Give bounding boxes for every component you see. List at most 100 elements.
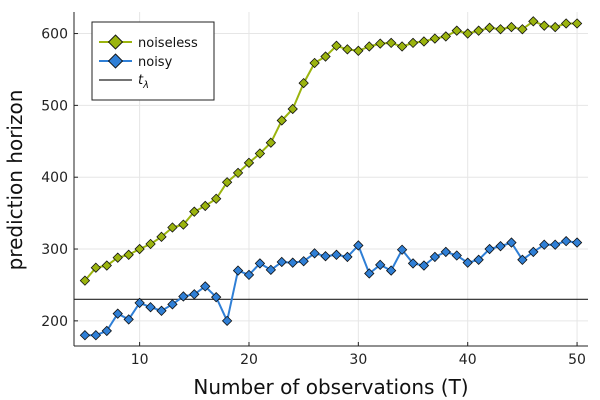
data-point-noisy <box>254 258 266 269</box>
data-point-noisy <box>123 314 134 325</box>
legend-label-noiseless: noiseless <box>138 36 198 51</box>
data-point-noiseless <box>364 41 375 52</box>
data-point-noisy <box>200 281 211 292</box>
data-point-noisy <box>309 248 320 259</box>
data-point-noiseless <box>145 238 156 250</box>
y-tick-label: 300 <box>41 242 68 258</box>
data-point-noiseless <box>375 38 386 49</box>
data-point-noiseless <box>560 18 572 29</box>
data-point-noiseless <box>112 252 123 263</box>
data-point-noisy <box>331 249 342 260</box>
data-point-noiseless <box>495 24 506 35</box>
data-point-noisy <box>167 299 178 310</box>
data-point-noiseless <box>517 24 528 35</box>
data-point-noiseless <box>178 219 189 230</box>
data-point-noiseless <box>385 37 397 49</box>
legend-label-noisy: noisy <box>138 55 173 70</box>
data-point-noiseless <box>167 222 178 233</box>
data-point-noisy <box>276 256 287 268</box>
data-point-noisy <box>298 256 309 267</box>
data-point-noisy <box>112 308 123 319</box>
data-point-noisy <box>101 325 112 337</box>
data-point-noisy <box>473 254 484 265</box>
data-point-noisy <box>517 254 528 265</box>
legend-label-threshold: tλ <box>138 73 149 91</box>
data-point-noiseless <box>79 275 91 286</box>
series-line-noiseless <box>84 20 578 282</box>
data-point-noiseless <box>528 16 539 27</box>
data-point-noisy <box>506 237 517 248</box>
data-point-noiseless <box>101 260 112 271</box>
y-axis-title: prediction horizon <box>3 90 27 271</box>
data-point-noisy <box>211 291 222 303</box>
data-point-noisy <box>320 251 331 262</box>
data-point-noiseless <box>134 243 145 255</box>
data-point-noisy <box>484 243 495 255</box>
x-tick-label: 30 <box>349 352 367 368</box>
y-tick-label: 600 <box>41 27 68 43</box>
data-point-noiseless <box>407 37 419 49</box>
y-tick-label: 500 <box>41 98 68 114</box>
data-point-noiseless <box>90 262 102 273</box>
y-tick-label: 200 <box>41 314 68 330</box>
legend: noiseless noisy tλ <box>91 21 215 101</box>
data-point-noiseless <box>506 21 517 33</box>
data-point-noiseless <box>396 41 408 52</box>
x-tick-label: 40 <box>459 352 477 368</box>
data-point-noiseless <box>484 22 495 33</box>
data-point-noiseless <box>232 167 244 179</box>
x-tick-label: 20 <box>240 352 258 368</box>
legend-marker-noiseless <box>107 34 124 50</box>
data-point-noisy <box>407 258 419 269</box>
data-point-noiseless <box>254 148 266 159</box>
data-point-noiseless <box>221 177 233 188</box>
data-point-noiseless <box>550 21 561 33</box>
data-point-noisy <box>571 237 583 248</box>
data-point-noisy <box>178 291 189 302</box>
data-point-noisy <box>539 239 550 250</box>
data-point-noiseless <box>462 28 473 39</box>
data-point-noisy <box>375 259 386 270</box>
data-point-noiseless <box>309 57 320 69</box>
data-point-noiseless <box>123 249 134 260</box>
data-point-noisy <box>243 269 255 281</box>
series-noisy <box>79 235 583 341</box>
data-point-noisy <box>495 240 506 252</box>
data-point-noiseless <box>320 51 331 62</box>
data-point-noisy <box>418 260 430 271</box>
tick-labels: 10 20 30 40 50 200 300 400 500 600 <box>41 27 586 368</box>
data-point-noisy <box>550 239 561 250</box>
data-point-noiseless <box>342 44 353 55</box>
y-tick-label: 400 <box>41 170 68 186</box>
data-point-noisy <box>145 302 156 313</box>
data-point-noiseless <box>571 18 583 29</box>
legend-marker-noisy <box>107 53 124 69</box>
data-point-noiseless <box>331 40 342 51</box>
grid <box>74 12 588 346</box>
data-point-noiseless <box>287 103 298 115</box>
data-point-noisy <box>440 246 451 258</box>
data-point-noiseless <box>211 193 222 204</box>
data-point-noisy <box>385 265 397 276</box>
data-point-noisy <box>364 268 375 279</box>
data-point-noiseless <box>156 231 167 242</box>
data-point-noisy <box>79 330 91 341</box>
data-point-noiseless <box>539 20 550 31</box>
data-point-noisy <box>396 244 408 255</box>
data-point-noisy <box>134 297 145 309</box>
data-point-noisy <box>462 257 473 268</box>
data-point-noisy <box>90 330 102 341</box>
data-point-noiseless <box>429 33 441 44</box>
data-point-noisy <box>429 251 441 263</box>
data-point-noisy <box>451 250 462 261</box>
data-point-noiseless <box>265 137 277 148</box>
data-point-noisy <box>221 315 233 327</box>
data-point-noisy <box>342 251 353 263</box>
data-point-noiseless <box>243 157 255 169</box>
data-point-noiseless <box>473 25 484 36</box>
data-point-noisy <box>353 240 364 251</box>
data-point-noiseless <box>189 206 200 217</box>
data-point-noiseless <box>276 115 287 126</box>
